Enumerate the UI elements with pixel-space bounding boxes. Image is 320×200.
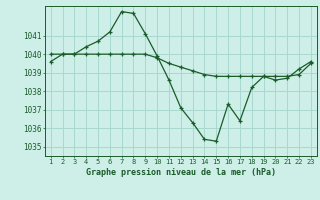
- X-axis label: Graphe pression niveau de la mer (hPa): Graphe pression niveau de la mer (hPa): [86, 168, 276, 177]
